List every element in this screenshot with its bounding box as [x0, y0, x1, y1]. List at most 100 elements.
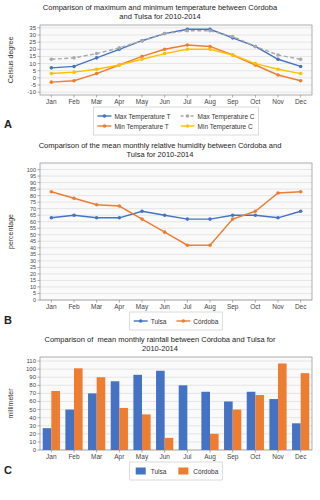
grid-line [40, 202, 312, 203]
x-tick-label: Feb [68, 303, 80, 310]
bar [292, 423, 301, 450]
y-tick-label: 100 [26, 366, 37, 372]
point [50, 190, 54, 194]
legend: TulsaCórdoba [130, 462, 223, 480]
point [231, 53, 235, 57]
x-tick-label: Sep [227, 303, 239, 311]
point [95, 216, 99, 220]
x-tick-label: Jul [183, 303, 192, 310]
data-group [43, 363, 310, 450]
y-tick-label: 5 [33, 290, 36, 296]
x-tick-label: Oct [250, 303, 260, 310]
point [118, 63, 122, 67]
legend-label: Córdoba [193, 318, 218, 325]
y-tick-label: 80 [29, 382, 36, 388]
title-line: Tulsa for 2010-2014 [127, 150, 194, 159]
y-tick-label: 10 [30, 284, 36, 290]
y-tick-label: 70 [29, 390, 36, 396]
point [254, 45, 258, 49]
y-tick-label: 20 [29, 431, 36, 437]
point [95, 52, 99, 56]
legend-label: Tulsa [151, 318, 167, 325]
point [95, 67, 99, 71]
title-line: Comparison of maximum and minimum temper… [43, 3, 278, 12]
x-tick-label: Jun [159, 303, 170, 310]
x-tick-label: Dec [295, 303, 307, 310]
plot-frame [40, 25, 312, 95]
y-tick-label: 110 [26, 358, 36, 364]
line [51, 49, 300, 73]
line [51, 29, 300, 68]
y-tick-label: 10 [29, 61, 36, 67]
y-tick-label: 30 [29, 423, 36, 429]
point [140, 209, 144, 213]
grid-line [40, 228, 312, 229]
y-tick-label: 35 [30, 251, 36, 257]
grid-line [40, 241, 312, 242]
point [72, 196, 76, 200]
x-tick-label: Apr [114, 453, 125, 461]
y-tick-label: 70 [30, 206, 36, 212]
bar [65, 410, 74, 450]
point [299, 79, 303, 83]
bar [165, 438, 174, 450]
point [276, 67, 280, 71]
x-tick-label: Aug [204, 98, 216, 106]
bar [111, 381, 120, 450]
point [231, 213, 235, 217]
legend-marker [103, 124, 107, 128]
y-tick-label: 45 [30, 238, 36, 244]
y-tick-label: 40 [29, 415, 36, 421]
y-tick-label: 10 [29, 439, 36, 445]
y-tick-label: 90 [30, 180, 36, 186]
bar [224, 401, 233, 450]
point [186, 217, 190, 221]
point [276, 57, 280, 61]
y-tick-label: 0 [33, 75, 37, 81]
legend-label: Min Temperature T [114, 123, 168, 131]
x-tick-label: Apr [114, 303, 125, 311]
point [72, 65, 76, 69]
legend-marker [186, 114, 190, 118]
point [276, 53, 280, 57]
point [208, 47, 212, 51]
point [299, 209, 303, 213]
x-tick-label: Mar [91, 453, 103, 460]
legend-box [130, 462, 223, 480]
grid-line [40, 221, 312, 222]
grid-line [40, 260, 312, 261]
x-tick-label: Aug [204, 303, 216, 311]
grid-line [40, 267, 312, 268]
bar [74, 368, 83, 450]
y-tick-label: 15 [30, 277, 36, 283]
x-tick-label: Sep [227, 453, 239, 461]
panel: Comparison of maximum and minimum temper… [4, 3, 312, 135]
grid-line [40, 254, 312, 255]
x-tick-label: Apr [114, 98, 125, 106]
x-tick-label: Dec [295, 453, 307, 460]
panel: Comparison of the mean monthly relative … [4, 141, 312, 330]
y-tick-label: 0 [33, 447, 37, 453]
grid-line [40, 247, 312, 248]
bar [233, 410, 242, 450]
point [140, 217, 144, 221]
x-tick-label: Nov [272, 98, 284, 105]
grid-line [40, 234, 312, 235]
grid-line [40, 35, 312, 36]
y-tick-label: -10 [27, 89, 36, 95]
bar [278, 363, 287, 450]
legend-label: Tulsa [151, 468, 167, 475]
grid-line [40, 169, 312, 170]
grid-line [40, 195, 312, 196]
grid-line [40, 293, 312, 294]
point [140, 57, 144, 61]
grid-line [40, 27, 312, 28]
y-tick-label: 40 [30, 245, 36, 251]
grid-line [40, 85, 312, 86]
plot-frame [40, 163, 312, 300]
y-tick-label: 80 [30, 193, 36, 199]
line [51, 31, 300, 60]
y-tick-label: 15 [29, 53, 36, 59]
point [254, 213, 258, 217]
point [163, 230, 167, 234]
